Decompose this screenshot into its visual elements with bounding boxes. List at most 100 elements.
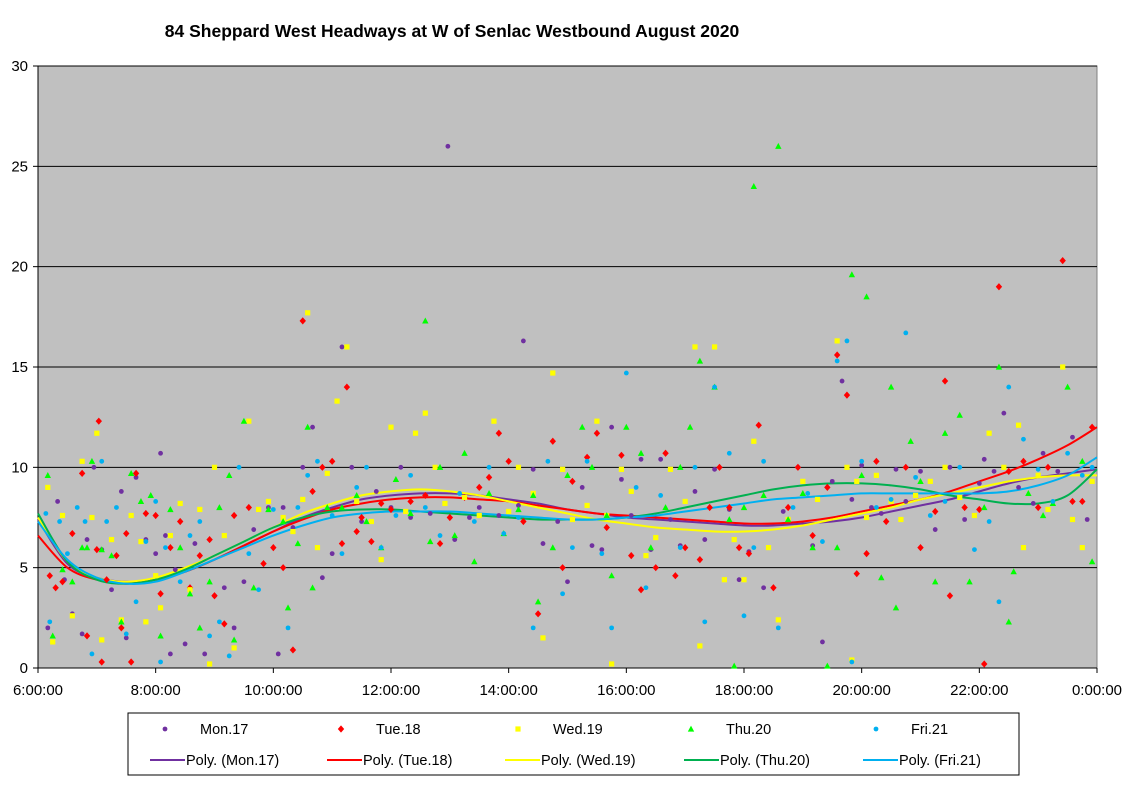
data-point (59, 566, 66, 573)
data-point (457, 491, 463, 496)
data-point (716, 463, 723, 471)
data-point (196, 624, 203, 631)
data-point (986, 430, 992, 436)
data-point (245, 503, 253, 512)
data-point (363, 518, 370, 525)
data-point (491, 418, 497, 424)
data-point (569, 516, 576, 523)
x-tick-label: 14:00:00 (479, 682, 537, 699)
data-point (393, 513, 399, 518)
data-point (549, 544, 556, 551)
data-point (422, 410, 428, 416)
data-point (570, 545, 575, 550)
data-point (83, 544, 91, 551)
data-point (176, 544, 184, 551)
data-point (941, 377, 949, 385)
x-tick-label: 10:00:00 (244, 682, 302, 699)
data-point (588, 463, 596, 470)
data-point (74, 505, 80, 510)
data-point (471, 558, 478, 565)
data-point (859, 462, 865, 468)
data-point (1010, 568, 1017, 575)
data-point (436, 463, 444, 470)
data-point (927, 478, 933, 484)
data-point (981, 660, 988, 668)
data-point (677, 463, 684, 470)
data-point (118, 489, 124, 494)
data-point (903, 499, 909, 504)
data-point (609, 661, 615, 667)
data-point (309, 584, 316, 591)
data-point (761, 458, 767, 464)
data-point (93, 546, 101, 554)
data-point (1070, 434, 1075, 440)
data-point (692, 489, 698, 494)
data-point (445, 143, 451, 149)
data-point (653, 534, 659, 541)
data-point (113, 552, 120, 560)
data-point (280, 514, 286, 521)
data-point (364, 464, 369, 470)
data-point (995, 283, 1003, 291)
data-point (702, 537, 708, 542)
data-point (981, 456, 987, 462)
data-point (549, 437, 556, 445)
data-point (849, 659, 855, 665)
data-point (863, 550, 870, 558)
data-point (853, 570, 860, 578)
data-point (398, 464, 404, 470)
data-point (221, 532, 227, 539)
data-point (843, 391, 851, 399)
data-point (736, 577, 742, 583)
data-point (422, 505, 428, 510)
data-point (991, 468, 997, 474)
data-point (167, 532, 173, 539)
data-point (47, 619, 53, 625)
data-point (50, 639, 56, 645)
legend-label: Mon.17 (200, 722, 248, 738)
data-point (873, 457, 880, 465)
data-point (461, 494, 468, 501)
y-tick-label: 10 (11, 459, 28, 476)
data-point (623, 423, 630, 430)
data-point (902, 463, 909, 471)
data-point (784, 516, 792, 523)
data-point (202, 651, 208, 657)
data-point (353, 527, 360, 536)
data-point (177, 579, 183, 585)
data-point (187, 587, 193, 593)
data-point (387, 505, 395, 514)
data-point (59, 512, 66, 519)
y-tick-label: 20 (11, 259, 28, 276)
data-point (981, 504, 988, 511)
data-point (603, 512, 610, 519)
data-point (1044, 463, 1052, 471)
data-point (516, 515, 521, 520)
data-point (157, 590, 164, 598)
data-point (887, 383, 895, 390)
data-point (167, 651, 173, 657)
data-point (799, 490, 807, 497)
data-point (495, 429, 503, 437)
data-point (57, 519, 62, 524)
data-point (49, 632, 56, 639)
data-point (520, 338, 526, 344)
data-point (69, 529, 76, 538)
data-point (89, 514, 95, 521)
data-point (289, 646, 297, 654)
data-point (995, 363, 1003, 370)
y-tick-label: 30 (11, 58, 28, 75)
data-point (82, 519, 88, 524)
data-point (702, 619, 708, 625)
data-point (530, 466, 536, 472)
data-point (143, 619, 149, 625)
data-point (138, 538, 144, 545)
data-point (681, 544, 689, 552)
data-point (167, 544, 174, 552)
series-points (43, 330, 1095, 665)
legend-label: Thu.20 (726, 722, 771, 738)
data-point (957, 464, 963, 470)
data-point (672, 572, 679, 580)
data-point (647, 544, 655, 551)
legend-marker (162, 726, 168, 732)
